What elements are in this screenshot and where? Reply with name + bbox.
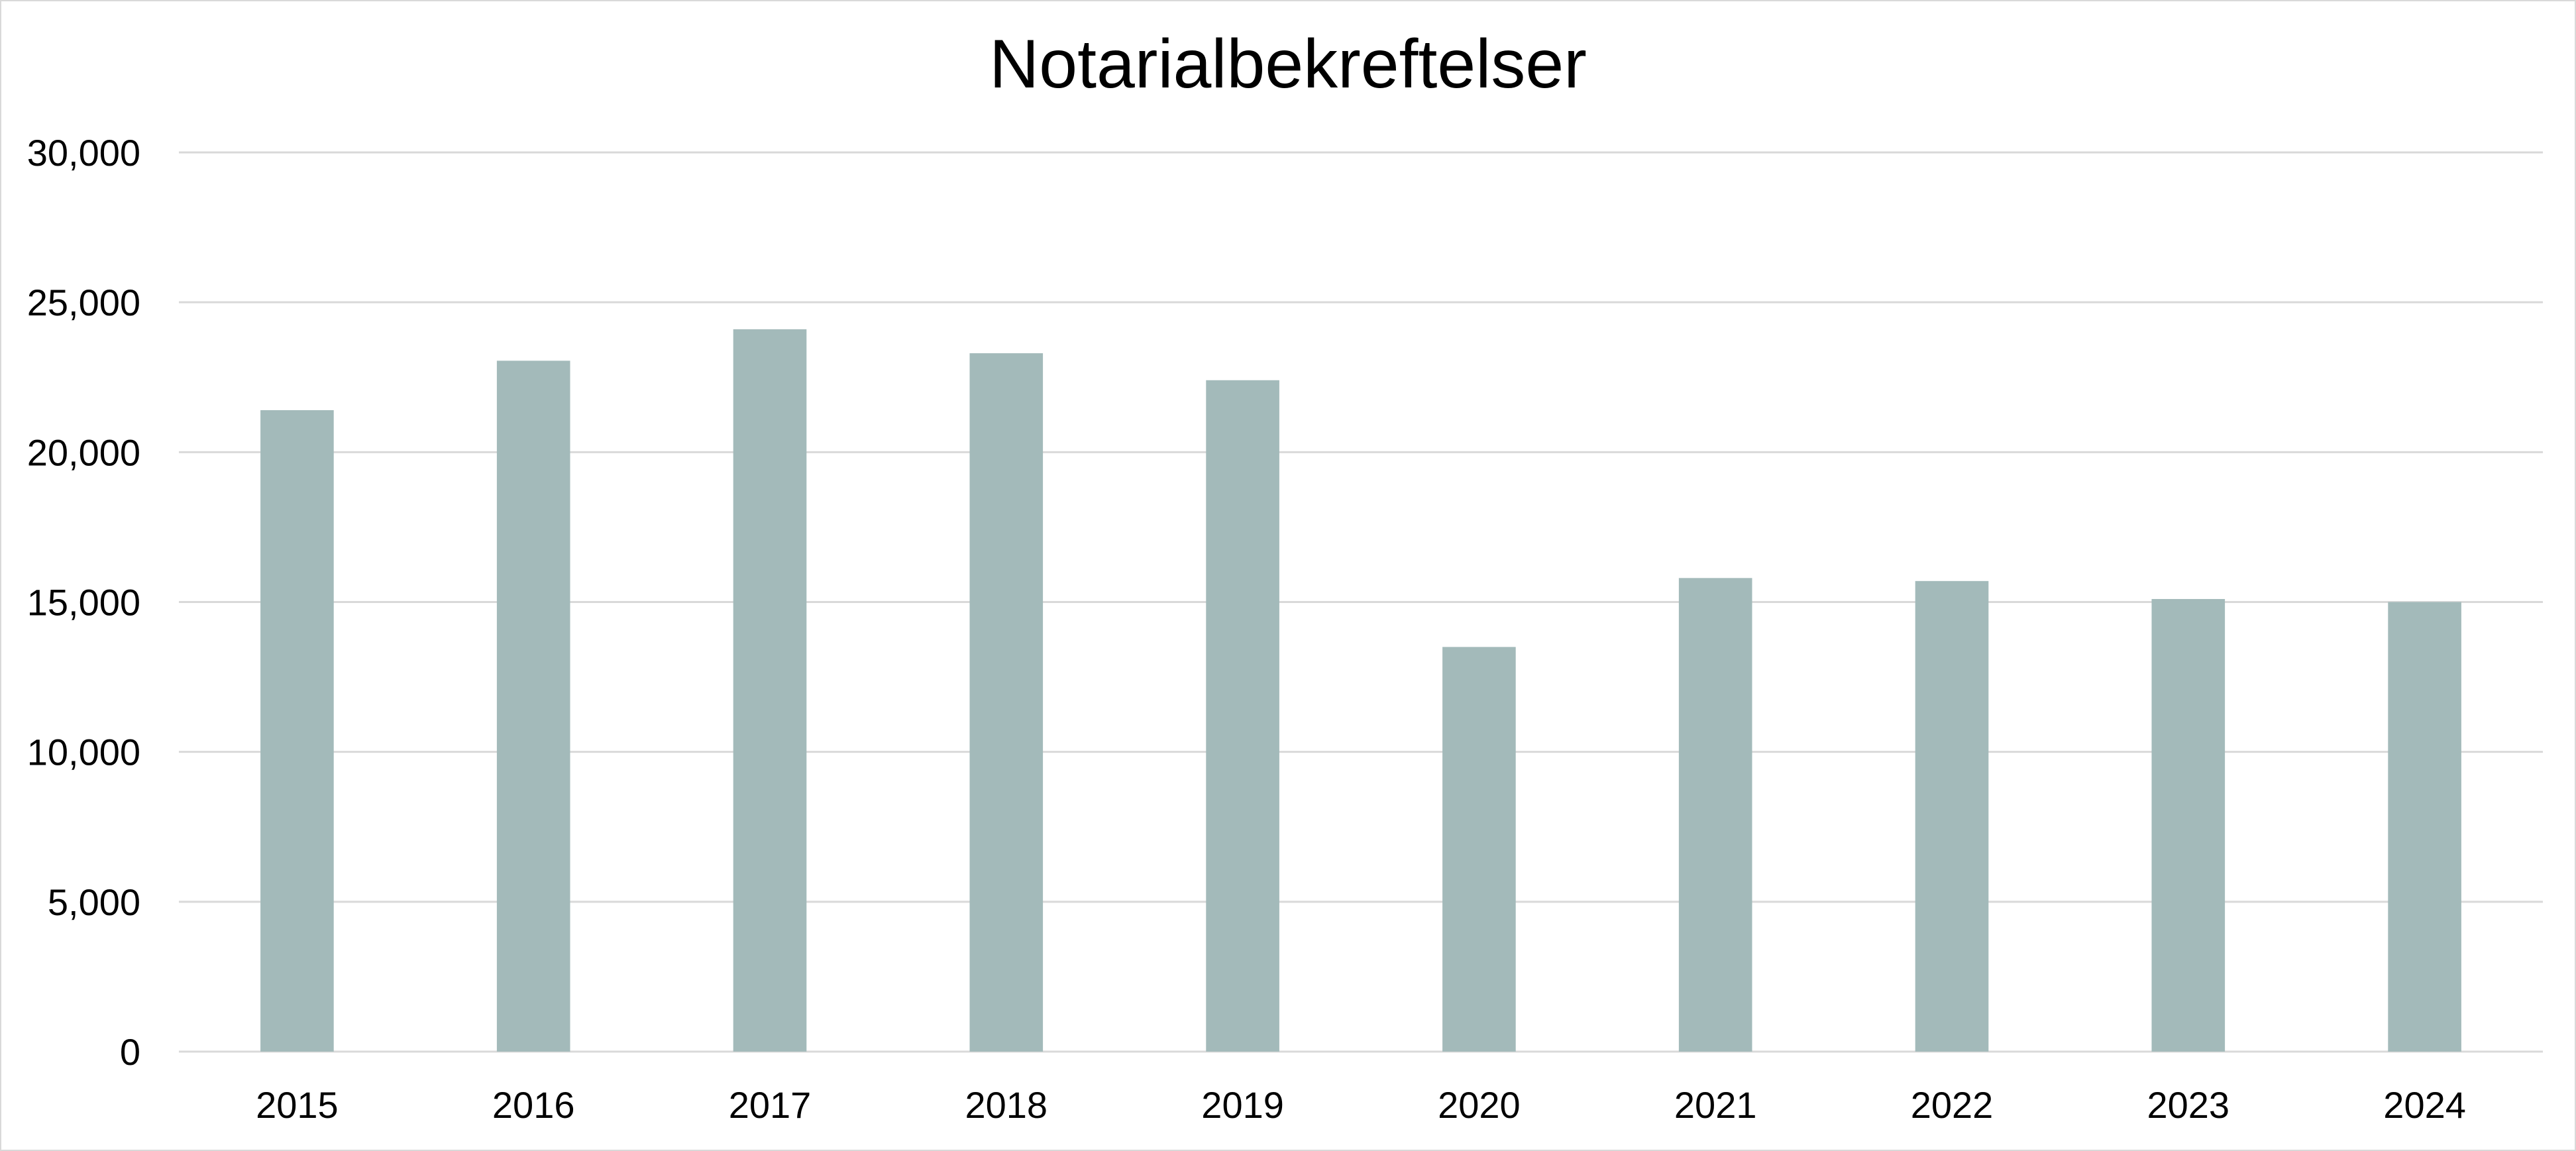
bar-2016 — [496, 360, 570, 1052]
bars — [260, 329, 2461, 1052]
chart-title: Notarialbekreftelser — [989, 26, 1587, 103]
y-tick-label: 20,000 — [27, 431, 140, 473]
bar-2018 — [969, 353, 1044, 1052]
x-tick-label: 2024 — [2383, 1084, 2466, 1126]
x-tick-label: 2023 — [2147, 1084, 2230, 1126]
bar-2023 — [2151, 598, 2226, 1052]
y-tick-label: 25,000 — [27, 282, 140, 323]
x-tick-label: 2018 — [965, 1084, 1048, 1126]
y-tick-label: 15,000 — [27, 582, 140, 624]
y-tick-label: 30,000 — [27, 132, 140, 174]
x-axis: 2015 2016 2017 2018 2019 2020 2021 2022 2023 2024 — [256, 1084, 2466, 1126]
bar-2021 — [1678, 578, 1752, 1052]
x-tick-label: 2020 — [1438, 1084, 1521, 1126]
x-tick-label: 2016 — [492, 1084, 575, 1126]
y-axis: 0 5,000 10,000 15,000 20,000 25,000 30,000 — [27, 132, 140, 1073]
bar-2024 — [2388, 602, 2461, 1052]
y-tick-label: 5,000 — [48, 881, 140, 923]
y-tick-label: 0 — [120, 1031, 140, 1073]
x-tick-label: 2022 — [1911, 1084, 1994, 1126]
bar-2019 — [1206, 380, 1279, 1052]
x-tick-label: 2017 — [729, 1084, 812, 1126]
bar-2020 — [1442, 647, 1516, 1052]
x-tick-label: 2019 — [1201, 1084, 1284, 1126]
bar-2022 — [1915, 580, 1989, 1052]
x-tick-label: 2021 — [1674, 1084, 1757, 1126]
bar-2017 — [733, 329, 807, 1052]
x-tick-label: 2015 — [256, 1084, 339, 1126]
y-tick-label: 10,000 — [27, 732, 140, 773]
bar-2015 — [260, 410, 334, 1052]
gridlines — [179, 151, 2543, 1053]
